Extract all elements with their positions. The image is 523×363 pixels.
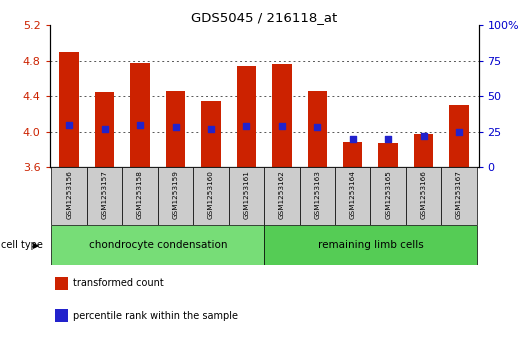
Bar <box>166 91 185 167</box>
Bar <box>236 66 256 167</box>
Bar <box>300 167 335 225</box>
Bar <box>95 92 115 167</box>
Bar <box>406 167 441 225</box>
Bar <box>264 167 300 225</box>
Point <box>455 129 463 134</box>
Point <box>348 136 357 142</box>
Bar <box>379 143 398 167</box>
Bar <box>335 167 370 225</box>
Text: GSM1253158: GSM1253158 <box>137 170 143 219</box>
Text: GSM1253156: GSM1253156 <box>66 170 72 219</box>
Bar <box>370 167 406 225</box>
Point <box>419 133 428 139</box>
Point <box>172 125 180 130</box>
Title: GDS5045 / 216118_at: GDS5045 / 216118_at <box>191 11 337 24</box>
Point <box>313 125 322 130</box>
Text: percentile rank within the sample: percentile rank within the sample <box>73 311 238 321</box>
Text: GSM1253164: GSM1253164 <box>350 170 356 219</box>
Text: GSM1253166: GSM1253166 <box>420 170 427 219</box>
Text: transformed count: transformed count <box>73 278 164 288</box>
Point <box>65 122 73 127</box>
Bar <box>201 101 221 167</box>
Text: GSM1253165: GSM1253165 <box>385 170 391 219</box>
Bar <box>122 167 158 225</box>
Point <box>242 123 251 129</box>
Text: chondrocyte condensation: chondrocyte condensation <box>88 240 227 250</box>
Bar <box>87 167 122 225</box>
Point <box>278 123 286 129</box>
Bar <box>414 134 434 167</box>
Text: GSM1253160: GSM1253160 <box>208 170 214 219</box>
Bar <box>193 167 229 225</box>
Text: ▶: ▶ <box>33 241 39 249</box>
Bar <box>60 52 79 167</box>
Text: GSM1253163: GSM1253163 <box>314 170 320 219</box>
Text: GSM1253159: GSM1253159 <box>173 170 178 219</box>
Text: GSM1253167: GSM1253167 <box>456 170 462 219</box>
Bar <box>264 225 477 265</box>
Text: GSM1253161: GSM1253161 <box>243 170 249 219</box>
Text: GSM1253157: GSM1253157 <box>101 170 108 219</box>
Point <box>207 126 215 132</box>
Bar <box>449 105 469 167</box>
Bar <box>229 167 264 225</box>
Text: remaining limb cells: remaining limb cells <box>317 240 423 250</box>
Bar <box>272 64 292 167</box>
Bar <box>158 167 193 225</box>
Point <box>100 126 109 132</box>
Bar <box>51 167 87 225</box>
Bar <box>441 167 477 225</box>
Text: cell type: cell type <box>1 240 43 250</box>
Bar <box>308 91 327 167</box>
Point <box>136 122 144 127</box>
Point <box>384 136 392 142</box>
Text: GSM1253162: GSM1253162 <box>279 170 285 219</box>
Bar <box>343 142 362 167</box>
Bar <box>130 62 150 167</box>
Bar <box>51 225 264 265</box>
